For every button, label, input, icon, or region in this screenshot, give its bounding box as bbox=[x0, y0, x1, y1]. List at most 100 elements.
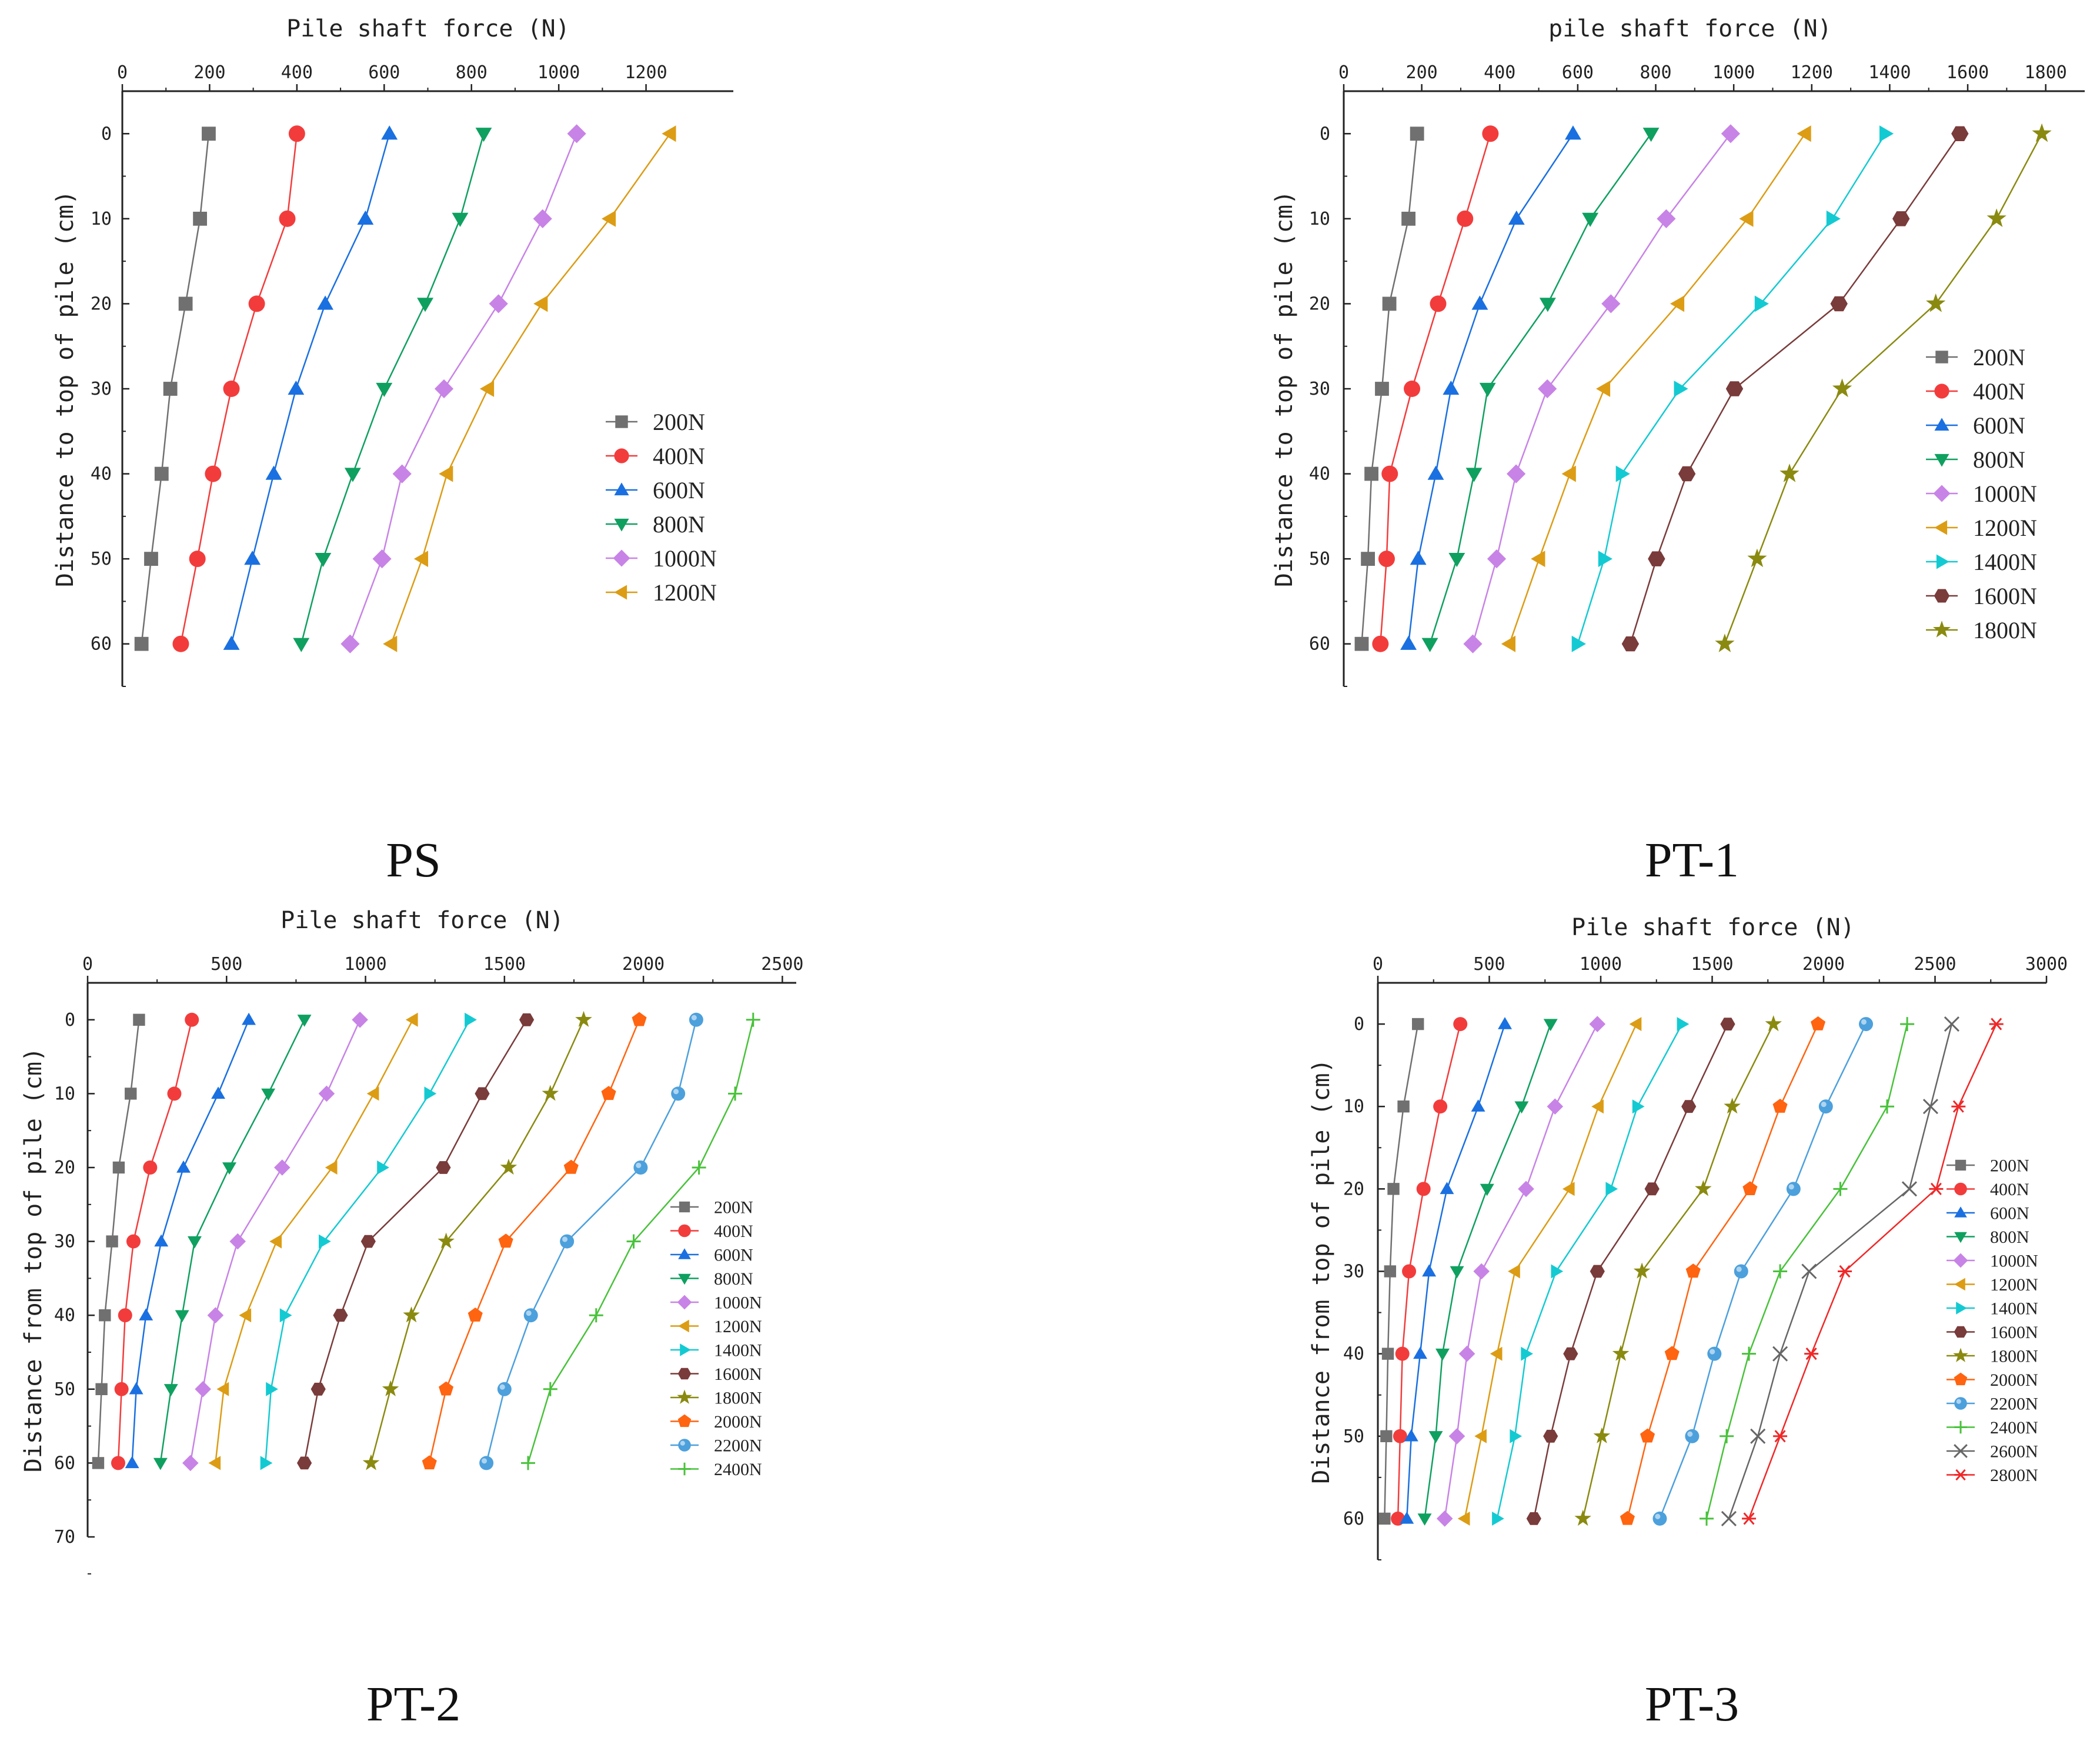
legend-marker bbox=[615, 415, 628, 428]
y-tick-label: 60 bbox=[1343, 1509, 1364, 1529]
data-point-2200N-highlight bbox=[1821, 1102, 1827, 1108]
legend-label: 600N bbox=[653, 477, 705, 503]
x-tick-label: 0 bbox=[1373, 954, 1383, 975]
legend-marker bbox=[1954, 1232, 1967, 1243]
series-2200N bbox=[479, 1012, 703, 1470]
series-1400N bbox=[1571, 125, 1894, 652]
data-point-800N bbox=[1421, 638, 1438, 652]
data-point-400N bbox=[114, 1382, 129, 1396]
data-point-1600N bbox=[1681, 1100, 1697, 1113]
data-point-1400N bbox=[1677, 1017, 1690, 1031]
legend-marker bbox=[1934, 418, 1949, 431]
data-point-1000N bbox=[1487, 549, 1507, 569]
series-1800N bbox=[362, 1010, 592, 1470]
data-point-2600N bbox=[1750, 1428, 1766, 1444]
y-tick-label: 50 bbox=[54, 1379, 75, 1400]
data-point-1600N bbox=[1563, 1347, 1578, 1360]
x-tick-label: 0 bbox=[117, 62, 128, 83]
data-point-1600N bbox=[1590, 1265, 1605, 1278]
data-point-1400N bbox=[1632, 1099, 1645, 1114]
data-point-800N bbox=[417, 298, 433, 312]
data-point-400N bbox=[167, 1086, 182, 1101]
data-point-2200N bbox=[689, 1012, 703, 1027]
data-point-2200N bbox=[1685, 1429, 1700, 1443]
legend-marker bbox=[1933, 621, 1951, 638]
legend: 200N 400N 600N 800N 1000N 1200N bbox=[606, 409, 717, 606]
data-point-1200N bbox=[325, 1160, 338, 1175]
legend-marker bbox=[1954, 1182, 1967, 1196]
data-point-2400N bbox=[728, 1086, 743, 1101]
legend-marker bbox=[613, 549, 630, 567]
data-point-2800N bbox=[1929, 1182, 1944, 1195]
data-point-1400N bbox=[424, 1086, 437, 1101]
data-point-200N bbox=[1397, 1100, 1410, 1113]
data-point-400N bbox=[143, 1160, 158, 1175]
data-point-1600N bbox=[519, 1013, 535, 1026]
data-point-2000N bbox=[601, 1086, 616, 1100]
series-2800N bbox=[1742, 1018, 2004, 1525]
data-point-400N bbox=[1404, 381, 1421, 397]
legend-marker bbox=[614, 482, 629, 496]
data-point-200N bbox=[134, 636, 149, 651]
data-point-1800N bbox=[1765, 1015, 1782, 1032]
data-point-200N bbox=[1361, 552, 1375, 566]
x-tick-label: 400 bbox=[1484, 62, 1515, 83]
data-point-600N bbox=[244, 551, 261, 565]
legend-marker bbox=[1956, 1302, 1967, 1315]
y-tick-label: 60 bbox=[1309, 634, 1330, 655]
data-point-200N bbox=[1410, 126, 1424, 141]
x-tick-label: 800 bbox=[456, 62, 488, 83]
data-point-200N bbox=[1401, 211, 1415, 226]
series-1200N bbox=[1501, 125, 1811, 652]
data-point-1400N bbox=[465, 1012, 477, 1027]
series-600N bbox=[125, 1012, 256, 1469]
legend-marker-highlight bbox=[680, 1440, 685, 1446]
x-tick-label: 500 bbox=[1473, 954, 1505, 975]
data-point-600N bbox=[288, 381, 305, 395]
data-point-2400N bbox=[626, 1234, 641, 1249]
x-axis-title: Pile shaft force (N) bbox=[1571, 914, 1855, 941]
data-point-600N bbox=[1498, 1017, 1512, 1029]
series-1200N bbox=[383, 125, 676, 652]
data-point-1400N bbox=[1605, 1182, 1618, 1196]
y-tick-label: 0 bbox=[1354, 1014, 1364, 1035]
data-point-200N bbox=[193, 211, 208, 226]
data-point-1200N bbox=[405, 1012, 418, 1027]
data-point-1000N bbox=[434, 379, 454, 399]
y-axis-title: Distance from top of pile (cm) bbox=[1308, 1059, 1335, 1483]
legend-marker bbox=[678, 1462, 691, 1476]
data-point-2200N bbox=[1859, 1017, 1874, 1032]
data-point-2000N bbox=[1772, 1099, 1788, 1113]
series-800N bbox=[1421, 128, 1660, 652]
data-point-1600N bbox=[297, 1456, 312, 1470]
data-point-2000N bbox=[468, 1308, 483, 1322]
data-point-200N bbox=[112, 1161, 125, 1174]
data-point-200N bbox=[133, 1013, 145, 1026]
data-point-200N bbox=[144, 552, 158, 566]
legend-marker bbox=[679, 1201, 690, 1213]
data-point-1000N bbox=[567, 124, 586, 144]
legend-label: 200N bbox=[1973, 344, 2025, 371]
data-point-1200N bbox=[1562, 1182, 1575, 1196]
data-point-1800N bbox=[1747, 548, 1767, 568]
x-tick-label: 600 bbox=[368, 62, 400, 83]
series-1000N bbox=[1436, 1016, 1606, 1527]
data-point-1200N bbox=[1797, 125, 1811, 142]
data-point-1400N bbox=[1674, 381, 1688, 397]
data-point-1000N bbox=[1721, 124, 1740, 144]
legend-marker bbox=[614, 448, 629, 463]
x-tick-label: 800 bbox=[1640, 62, 1671, 83]
data-point-1200N bbox=[1591, 1099, 1604, 1114]
data-point-1200N bbox=[216, 1382, 229, 1396]
data-point-800N bbox=[452, 212, 469, 227]
x-tick-label: 1600 bbox=[1947, 62, 1989, 83]
data-point-2800N bbox=[1804, 1348, 1819, 1360]
series-200N bbox=[92, 1013, 145, 1469]
series-1600N bbox=[297, 1013, 535, 1470]
data-point-1200N bbox=[602, 210, 616, 227]
data-point-600N bbox=[1440, 1182, 1454, 1195]
data-point-600N bbox=[357, 210, 374, 225]
data-point-600N bbox=[223, 635, 240, 650]
data-point-2000N bbox=[1685, 1263, 1701, 1278]
